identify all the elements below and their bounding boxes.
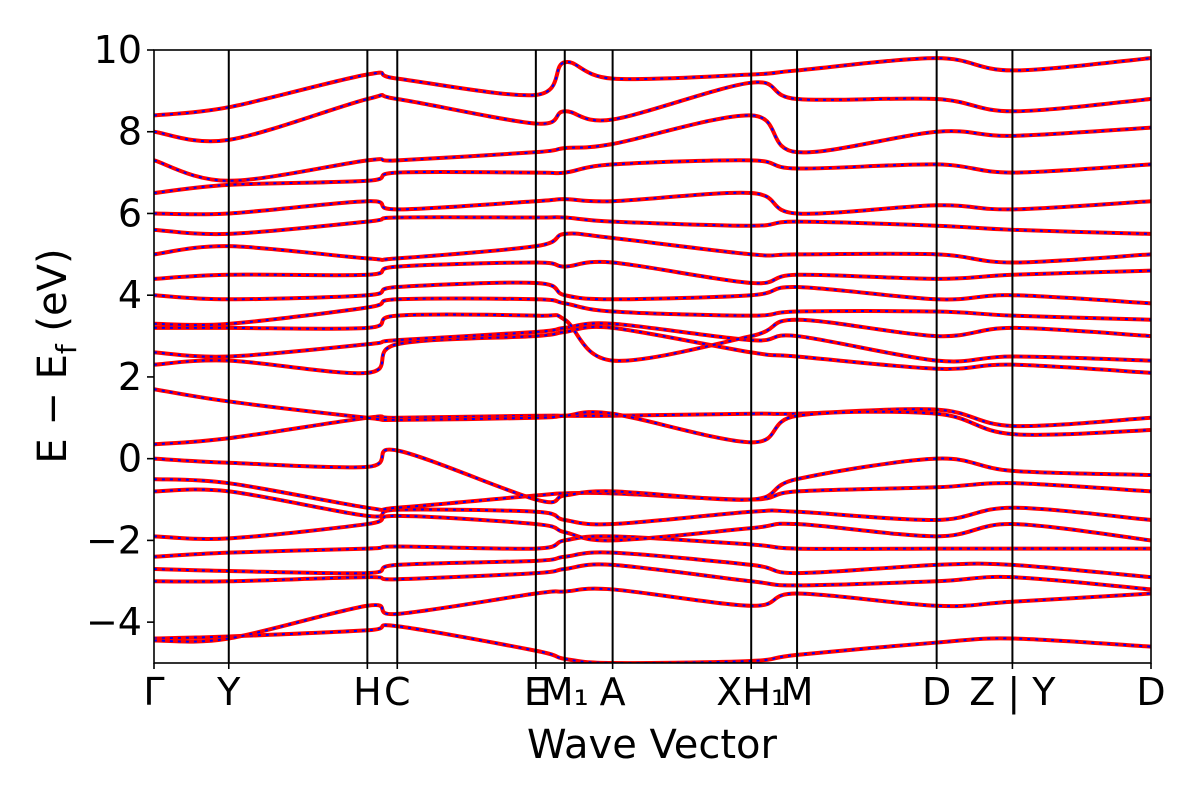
x-axis-title: Wave Vector <box>527 722 778 768</box>
x-tick-label: C <box>384 670 411 714</box>
x-tick-label: H <box>353 670 382 714</box>
band-line-dft <box>154 312 1151 363</box>
y-tick-label: 10 <box>94 28 142 72</box>
band-line-interpolated <box>154 57 1151 117</box>
x-tick-label: Z | Y <box>969 670 1056 715</box>
band-line-interpolated <box>154 297 1151 327</box>
band-line-dft <box>154 296 1151 328</box>
band-line-interpolated <box>154 232 1151 264</box>
x-tick-label: Y <box>216 670 241 714</box>
band-line-interpolated <box>154 322 1151 363</box>
x-tick-label: M <box>781 670 814 714</box>
y-axis-title: E − Ef (eV) <box>30 248 83 463</box>
y-tick-label: 6 <box>118 191 142 235</box>
band-line-interpolated <box>154 535 1151 558</box>
band-line-interpolated <box>154 587 1151 643</box>
y-axis-title-sub: f <box>50 343 83 354</box>
band-line-dft <box>154 447 1151 505</box>
band-line-interpolated <box>154 81 1151 143</box>
band-line-dft <box>154 623 1151 663</box>
band-line-dft <box>154 487 1151 527</box>
y-tick-label: 4 <box>118 273 142 317</box>
x-tick-label: XH₁ <box>716 670 786 714</box>
band-line-dft <box>154 407 1151 447</box>
band-line-dft <box>154 56 1151 118</box>
x-tick-label: D <box>922 670 951 714</box>
x-tick-label: A <box>600 670 626 714</box>
y-tick-label: 8 <box>118 110 142 154</box>
band-line-interpolated <box>154 408 1151 446</box>
band-line-interpolated <box>154 325 1151 375</box>
y-tick-label: −4 <box>86 600 142 644</box>
band-line-dft <box>154 158 1151 196</box>
band-line-interpolated <box>154 159 1151 195</box>
x-tick-label: D <box>1136 670 1165 714</box>
band-line-dft <box>154 231 1151 265</box>
x-tick-label: M₁ <box>541 670 589 714</box>
y-axis: −4 −2 0 2 4 6 8 10 <box>86 28 154 644</box>
y-axis-title-unit: (eV) <box>30 248 76 344</box>
y-tick-label: 2 <box>118 355 142 399</box>
x-tick-label: Γ <box>143 670 164 714</box>
band-line-dft <box>154 550 1151 580</box>
band-line-dft <box>154 215 1151 237</box>
plot-frame <box>153 49 1152 664</box>
band-line-interpolated <box>154 514 1151 542</box>
y-tick-label: 0 <box>118 437 142 481</box>
band-line-interpolated <box>154 551 1151 579</box>
x-tick-label: E <box>524 670 548 714</box>
y-tick-label: −2 <box>86 518 142 562</box>
band-line-interpolated <box>154 281 1151 305</box>
band-line-interpolated <box>154 216 1151 236</box>
plot-area <box>154 50 1151 663</box>
band-line-interpolated <box>154 260 1151 285</box>
band-line-interpolated <box>154 388 1151 444</box>
band-line-interpolated <box>154 313 1151 362</box>
band-line-interpolated <box>154 114 1151 182</box>
band-line-interpolated <box>154 563 1151 591</box>
y-axis-title-main: E − E <box>30 354 76 464</box>
band-line-dft <box>154 280 1151 306</box>
band-line-interpolated <box>154 624 1151 663</box>
band-line-dft <box>154 259 1151 286</box>
band-line-interpolated <box>154 191 1151 216</box>
band-line-dft <box>154 190 1151 217</box>
